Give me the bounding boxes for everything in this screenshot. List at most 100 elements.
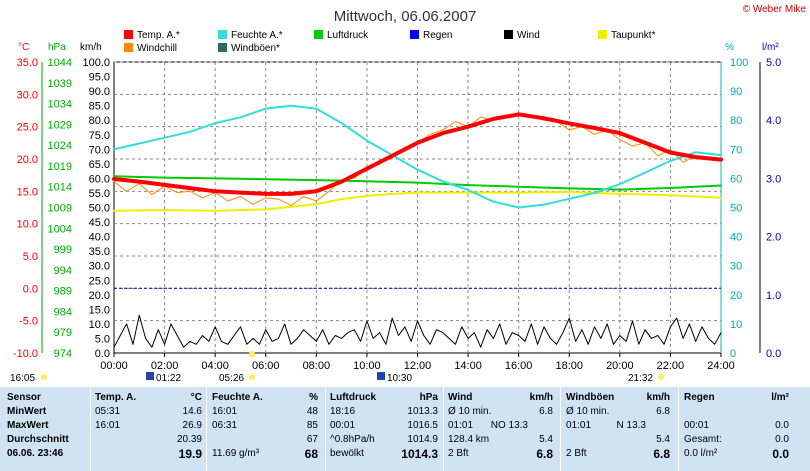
legend-label: Windchill bbox=[137, 43, 177, 54]
rain-tick-label: 4.0 bbox=[766, 115, 781, 127]
stats-row: MaxWert 16:01 26.9 06:31 85 00:01 1016.5 01:01 N… bbox=[0, 419, 810, 433]
press-tick-label: 1004 bbox=[48, 223, 72, 235]
temp-tick-label: 35.0 bbox=[17, 57, 38, 69]
stat-h-time: 06:31 bbox=[212, 420, 238, 431]
hum-tick-label: 20 bbox=[730, 290, 742, 302]
temp-tick-label: 25.0 bbox=[17, 122, 38, 134]
stat-p-val: 1013.3 bbox=[407, 406, 438, 417]
hum-tick-label: 70 bbox=[730, 144, 742, 156]
wind-unit-label: km/h bbox=[80, 42, 102, 53]
rain-axis: 0.0 1.0 2.0 3.0 4.0 5.0 bbox=[766, 57, 781, 360]
press-tick-label: 1019 bbox=[48, 161, 72, 173]
stat-p-time: 00:01 bbox=[330, 420, 356, 431]
stat-label: MaxWert bbox=[7, 420, 49, 431]
wind-tick-label: 30.0 bbox=[89, 261, 110, 273]
wind-tick-label: 75.0 bbox=[89, 130, 110, 142]
x-tick-label: 10:00 bbox=[353, 360, 381, 372]
temp-tick-label: 30.0 bbox=[17, 89, 38, 101]
stat-h-val: 85 bbox=[306, 420, 318, 431]
wind-tick-label: 70.0 bbox=[89, 144, 110, 156]
stat-r-val: 0.0 bbox=[772, 447, 789, 461]
x-tick-label: 02:00 bbox=[151, 360, 179, 372]
press-tick-label: 989 bbox=[54, 286, 72, 298]
x-tick-label: 04:00 bbox=[201, 360, 229, 372]
wind-tick-label: 35.0 bbox=[89, 246, 110, 258]
legend-swatch bbox=[124, 30, 133, 39]
legend-label: Regen bbox=[423, 30, 452, 41]
x-tick-label: 22:00 bbox=[657, 360, 685, 372]
sun-moon-markers: 16:05 01:22 05:26 10:30 21:32 bbox=[10, 351, 664, 384]
wind-tick-label: 100.0 bbox=[82, 57, 110, 69]
hum-tick-label: 60 bbox=[730, 173, 742, 185]
legend-label: Luftdruck bbox=[327, 30, 369, 41]
stat-w-a: 2 Bft bbox=[448, 448, 469, 459]
wind-tick-label: 40.0 bbox=[89, 232, 110, 244]
wind-tick-label: 50.0 bbox=[89, 203, 110, 215]
wind-tick-label: 10.0 bbox=[89, 319, 110, 331]
hum-tick-label: 40 bbox=[730, 232, 742, 244]
temp-axis: -10.0 -5.0 0.0 5.0 10.0 15.0 20.0 25.0 30.0 35.0 bbox=[13, 57, 38, 360]
sunset-label: 21:32 bbox=[628, 373, 653, 384]
series-temp-a bbox=[112, 112, 723, 196]
rain-tick-label: 0.0 bbox=[766, 348, 781, 360]
stat-g-val: 6.8 bbox=[653, 447, 670, 461]
temp-unit-label: °C bbox=[18, 42, 29, 53]
temp-tick-label: -10.0 bbox=[13, 348, 38, 360]
stat-h-time: 11.69 g/m³ bbox=[212, 448, 260, 459]
wind-tick-label: 15.0 bbox=[89, 304, 110, 316]
hum-unit-label: % bbox=[725, 42, 734, 53]
temp-tick-label: 10.0 bbox=[17, 219, 38, 231]
stat-t-val: 26.9 bbox=[182, 420, 202, 431]
temp-tick-label: 15.0 bbox=[17, 186, 38, 198]
wind-tick-label: 45.0 bbox=[89, 217, 110, 229]
stats-panel: Sensor Temp. A. °C Feuchte A. % Luftdruc… bbox=[0, 387, 810, 471]
rain-tick-label: 2.0 bbox=[766, 232, 781, 244]
x-tick-label: 14:00 bbox=[454, 360, 482, 372]
press-tick-label: 999 bbox=[54, 244, 72, 256]
x-tick-label: 24:00 bbox=[707, 360, 735, 372]
hdr-hum-unit: % bbox=[309, 392, 318, 403]
hdr-press: Luftdruck bbox=[330, 392, 377, 403]
stats-row: MinWert 05:31 14.6 16:01 48 18:16 1013.3 Ø 10 m… bbox=[0, 405, 810, 419]
hum-tick-label: 30 bbox=[730, 261, 742, 273]
press-tick-label: 1039 bbox=[48, 78, 72, 90]
rain-tick-label: 5.0 bbox=[766, 57, 781, 69]
stat-h-time: 16:01 bbox=[212, 406, 238, 417]
stat-w-val: 5.4 bbox=[539, 434, 553, 445]
stat-g-val: 6.8 bbox=[656, 406, 670, 417]
x-axis: 00:00 02:00 04:00 06:00 08:00 10:00 12:00 14:00… bbox=[100, 353, 735, 372]
legend-swatch bbox=[124, 43, 133, 52]
legend-swatch bbox=[410, 30, 419, 39]
stat-p-val: 1016.5 bbox=[407, 420, 438, 431]
legend-swatch bbox=[504, 30, 513, 39]
press-tick-label: 974 bbox=[54, 348, 72, 360]
x-tick-label: 08:00 bbox=[303, 360, 331, 372]
stat-label: MinWert bbox=[7, 406, 47, 417]
stat-p-time: ^0.8hPa/h bbox=[330, 434, 375, 445]
hdr-gust-unit: km/h bbox=[646, 392, 670, 403]
stat-p-val: 1014.3 bbox=[401, 447, 438, 461]
wind-tick-label: 95.0 bbox=[89, 72, 110, 84]
legend-swatch bbox=[218, 43, 227, 52]
sunrise-icon bbox=[249, 351, 255, 357]
hdr-wind: Wind bbox=[448, 392, 473, 403]
stat-p-val: 1014.9 bbox=[407, 434, 438, 445]
series-feuchte-a bbox=[113, 104, 722, 209]
hum-tick-label: 10 bbox=[730, 319, 742, 331]
stat-h-val: 67 bbox=[306, 434, 318, 445]
rain-tick-label: 3.0 bbox=[766, 173, 781, 185]
press-tick-label: 984 bbox=[54, 306, 72, 318]
stats-row: Durchschnitt 20.39 67 ^0.8hPa/h 1014.9 128.4 … bbox=[0, 433, 810, 447]
wind-tick-label: 90.0 bbox=[89, 86, 110, 98]
legend-swatch bbox=[314, 30, 323, 39]
moonset-icon bbox=[377, 372, 385, 380]
wind-tick-label: 60.0 bbox=[89, 173, 110, 185]
hdr-rain: Regen bbox=[684, 392, 715, 403]
press-tick-label: 979 bbox=[54, 327, 72, 339]
legend-label: Wind bbox=[517, 30, 540, 41]
wind-tick-label: 25.0 bbox=[89, 275, 110, 287]
hdr-wind-unit: km/h bbox=[529, 392, 553, 403]
wind-tick-label: 80.0 bbox=[89, 115, 110, 127]
hum-tick-label: 0 bbox=[730, 348, 736, 360]
stat-p-time: bewölkt bbox=[330, 448, 364, 459]
